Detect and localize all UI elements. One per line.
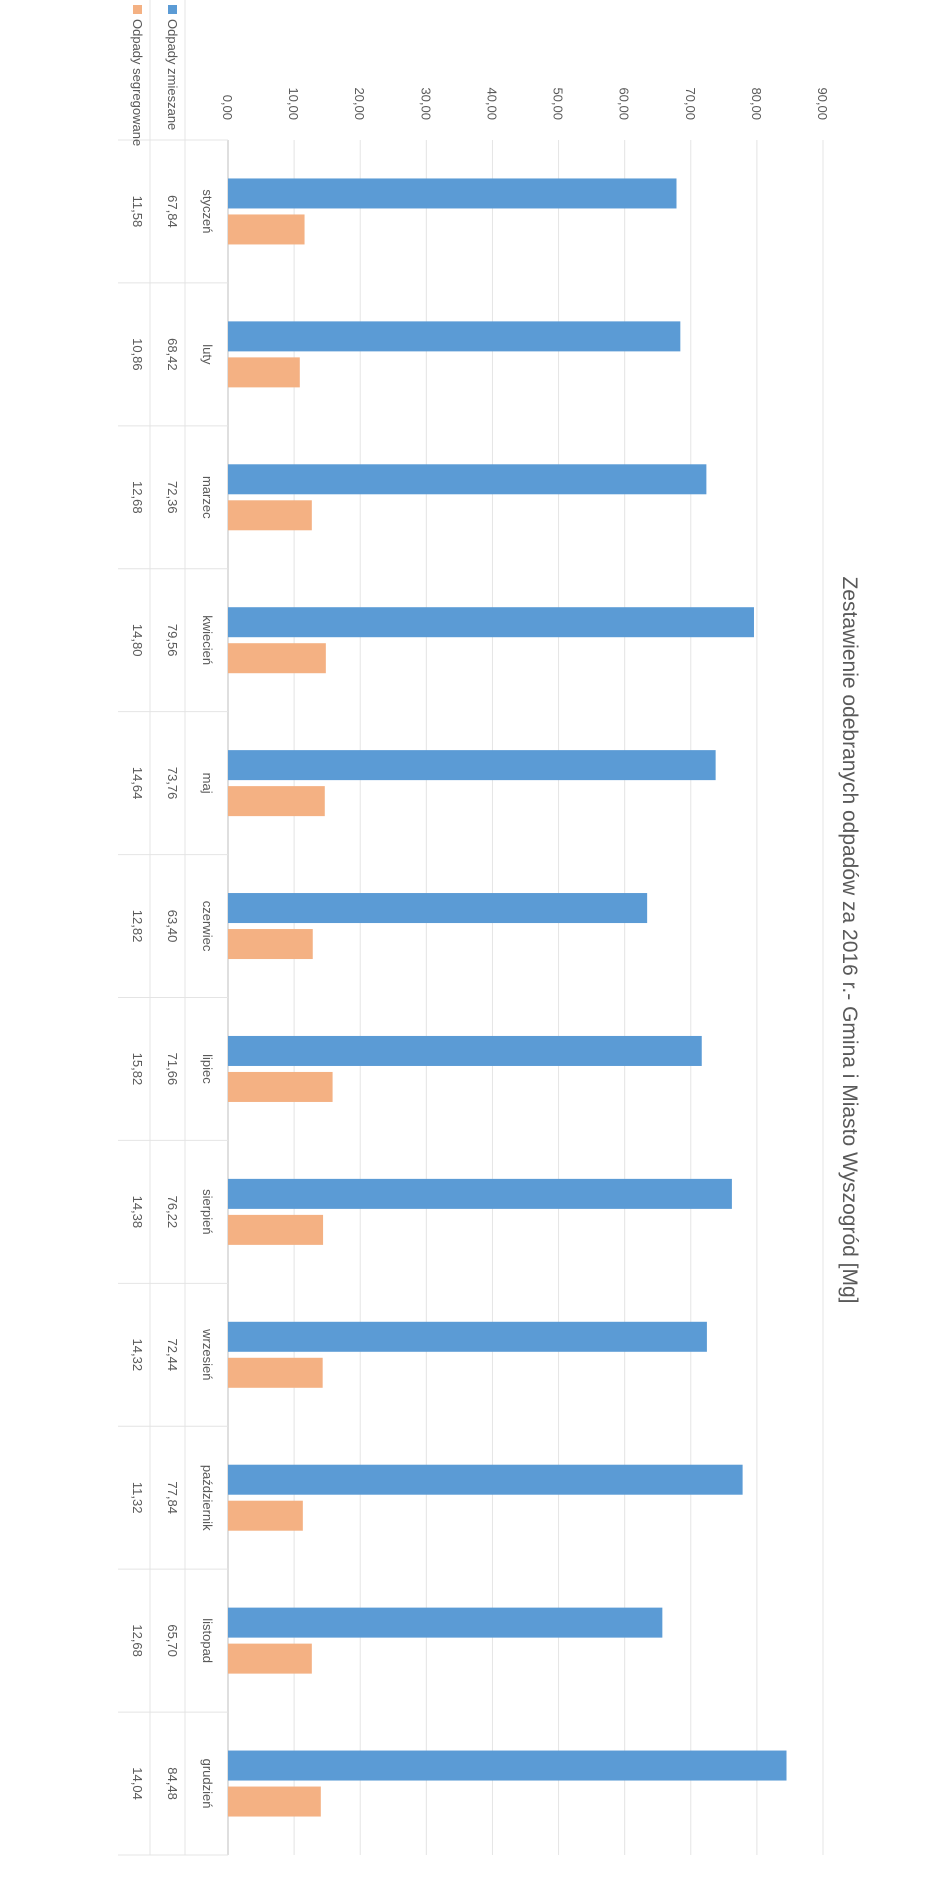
data-label-zmieszane: 79,56 xyxy=(165,624,180,657)
bar-zmieszane xyxy=(228,1750,787,1781)
data-label-segregowane: 12,68 xyxy=(130,1624,145,1657)
x-tick-label: czerwiec xyxy=(200,901,215,952)
bar-zmieszane xyxy=(228,1035,702,1066)
data-table: styczeń 67,84 11,58 luty 68,42 10,86 marzec 72,… xyxy=(118,0,228,1856)
bar-zmieszane xyxy=(228,607,754,638)
data-label-zmieszane: 65,70 xyxy=(165,1624,180,1657)
data-label-segregowane: 14,64 xyxy=(130,767,145,800)
bar-zmieszane xyxy=(228,750,716,781)
x-tick-label: październik xyxy=(200,1465,215,1531)
x-tick-label: wrzesień xyxy=(200,1328,215,1380)
data-label-zmieszane: 76,22 xyxy=(165,1196,180,1229)
bar-segregowane xyxy=(227,643,326,674)
bar-segregowane xyxy=(227,1214,324,1245)
data-label-zmieszane: 72,44 xyxy=(165,1339,180,1372)
data-label-zmieszane: 73,76 xyxy=(165,767,180,800)
y-tick-label: 60,00 xyxy=(617,87,632,120)
bar-zmieszane xyxy=(228,178,677,209)
bar-segregowane xyxy=(228,929,313,960)
legend-swatch-segregowane xyxy=(133,5,142,14)
data-label-zmieszane: 77,84 xyxy=(165,1481,180,1514)
bar-segregowane xyxy=(227,214,305,245)
data-label-segregowane: 14,04 xyxy=(130,1767,145,1800)
y-axis-tick-labels: 0,00 10,00 20,00 30,00 40,00 50,00 60,00 70,00 8… xyxy=(220,87,830,120)
legend-swatch-zmieszane xyxy=(168,5,177,14)
bar-zmieszane xyxy=(228,1178,732,1209)
bar-zmieszane xyxy=(228,893,648,924)
bar-zmieszane xyxy=(228,464,707,495)
data-label-zmieszane: 63,40 xyxy=(165,910,180,943)
bar-segregowane xyxy=(228,786,325,817)
series-odpady-zmieszane xyxy=(228,178,787,1781)
x-tick-label: maj xyxy=(200,773,215,794)
data-label-segregowane: 10,86 xyxy=(130,338,145,371)
data-label-zmieszane: 67,84 xyxy=(165,195,180,228)
x-tick-label: styczeń xyxy=(200,189,215,233)
bar-zmieszane xyxy=(228,1321,707,1352)
x-tick-label: kwiecień xyxy=(200,615,215,665)
x-tick-label: marzec xyxy=(200,476,215,519)
data-label-zmieszane: 68,42 xyxy=(165,338,180,371)
data-label-zmieszane: 71,66 xyxy=(165,1053,180,1086)
bar-zmieszane xyxy=(228,1464,743,1495)
legend-label-segregowane: Odpady segregowane xyxy=(130,19,145,146)
y-tick-label: 50,00 xyxy=(551,87,566,120)
data-label-segregowane: 11,32 xyxy=(130,1482,145,1514)
bar-zmieszane xyxy=(228,321,681,352)
data-label-segregowane: 12,82 xyxy=(130,910,145,943)
data-label-segregowane: 12,68 xyxy=(130,481,145,514)
bar-segregowane xyxy=(227,1500,303,1531)
y-tick-label: 20,00 xyxy=(352,87,367,120)
bar-segregowane xyxy=(228,357,300,388)
y-tick-label: 40,00 xyxy=(484,87,499,120)
data-label-segregowane: 14,32 xyxy=(130,1339,145,1372)
bar-zmieszane xyxy=(228,1607,663,1638)
gridlines xyxy=(227,140,824,1855)
x-tick-label: sierpień xyxy=(200,1189,215,1235)
bar-segregowane xyxy=(227,1357,323,1388)
y-tick-label: 0,00 xyxy=(220,95,235,120)
y-tick-label: 70,00 xyxy=(683,87,698,120)
y-tick-label: 90,00 xyxy=(815,87,830,120)
chart-title: Zestawienie odebranych odpadów za 2016 r… xyxy=(838,576,861,1303)
bar-segregowane xyxy=(227,1071,333,1102)
legend: Odpady zmieszane Odpady segregowane xyxy=(130,5,180,146)
y-tick-label: 10,00 xyxy=(286,87,301,120)
data-label-segregowane: 15,82 xyxy=(130,1053,145,1086)
x-tick-label: luty xyxy=(200,344,215,365)
bar-segregowane xyxy=(228,500,312,531)
x-tick-label: listopad xyxy=(200,1618,215,1663)
data-label-segregowane: 11,58 xyxy=(130,196,145,228)
data-label-zmieszane: 72,36 xyxy=(165,481,180,514)
bar-segregowane xyxy=(228,1786,321,1817)
series-odpady-segregowane xyxy=(227,214,333,1817)
y-tick-label: 30,00 xyxy=(418,87,433,120)
data-label-segregowane: 14,80 xyxy=(130,624,145,657)
y-tick-label: 80,00 xyxy=(749,87,764,120)
data-label-zmieszane: 84,48 xyxy=(165,1767,180,1800)
legend-label-zmieszane: Odpady zmieszane xyxy=(165,19,180,130)
x-tick-label: lipiec xyxy=(200,1054,215,1084)
bar-segregowane xyxy=(228,1643,312,1674)
data-label-segregowane: 14,38 xyxy=(130,1196,145,1229)
x-tick-label: grudzień xyxy=(200,1759,215,1809)
